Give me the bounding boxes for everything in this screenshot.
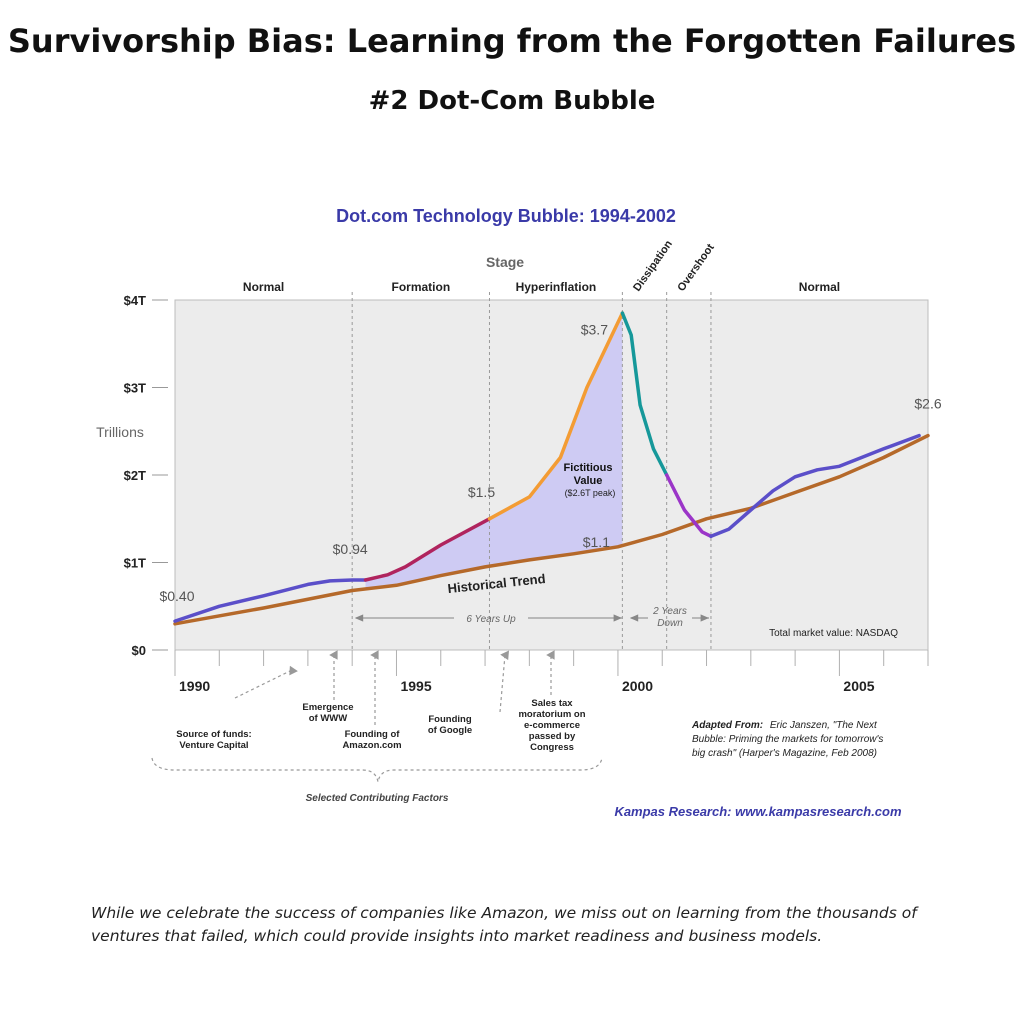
factor-label: e-commerce (524, 720, 580, 731)
y-tick-label: $0 (132, 643, 146, 658)
factor-label: of Google (428, 725, 472, 736)
stage-label: Overshoot (675, 241, 717, 293)
stage-label: Normal (243, 280, 284, 294)
source-note-line1: Eric Janszen, "The Next (770, 720, 878, 731)
x-tick-label: 2005 (843, 678, 874, 694)
factor-label: Congress (530, 742, 574, 753)
two-years-down-line1: 2 Years (652, 606, 687, 617)
selected-factors-label: Selected Contributing Factors (306, 793, 449, 804)
factor-label: Venture Capital (179, 740, 248, 751)
x-tick-label: 1990 (179, 678, 210, 694)
value-label: $1.1 (583, 534, 610, 550)
y-tick-label: $2T (124, 468, 146, 483)
factor-arrow (499, 650, 510, 713)
stage-label: Formation (391, 280, 450, 294)
chart-title: Dot.com Technology Bubble: 1994-2002 (336, 206, 676, 226)
value-label: $0.94 (333, 541, 368, 557)
two-years-down-line2: Down (657, 618, 683, 629)
nasdaq-segment-normal (709, 433, 921, 539)
nasdaq-segment-overshoot (664, 473, 713, 539)
factor-label: Amazon.com (342, 740, 401, 751)
y-tick-label: $1T (124, 556, 146, 571)
source-note: Adapted From: Eric Janszen, "The Next Bu… (691, 720, 883, 759)
value-label: $0.40 (159, 588, 194, 604)
y-tick-label: $4T (124, 293, 146, 308)
stage-label: Hyperinflation (516, 280, 597, 294)
kampas-credit-link[interactable]: Kampas Research: www.kampasresearch.com (614, 804, 902, 819)
factors-brace (151, 757, 603, 783)
factor-label: of WWW (309, 713, 348, 724)
factor-label: Sales tax (531, 698, 573, 709)
fictitious-value-area (365, 313, 623, 589)
six-years-up-marker: 6 Years Up (354, 614, 622, 625)
stage-label: Normal (799, 280, 840, 294)
fictitious-value-line1: Fictitious (564, 462, 613, 474)
stage-label: Dissipation (631, 238, 675, 294)
value-label: $1.5 (468, 484, 495, 500)
y-axis-label: Trillions (96, 424, 144, 440)
factor-label: Founding of (345, 729, 401, 740)
x-tick-label: 2000 (622, 678, 653, 694)
total-market-value-note: Total market value: NASDAQ (769, 628, 898, 639)
source-note-label: Adapted From: (691, 720, 763, 731)
stage-header: Stage (486, 254, 524, 270)
fictitious-value-line2: Value (574, 475, 603, 487)
factor-label: Source of funds: (176, 729, 251, 740)
factor-label: moratorium on (518, 709, 585, 720)
factor-arrow (234, 665, 298, 699)
two-years-down-marker: 2 Years Down (629, 606, 709, 629)
historical-trend-line (173, 433, 930, 626)
x-tick-label: 1995 (400, 678, 431, 694)
nasdaq-segment-formation (363, 517, 492, 582)
svg-text:Adapted From: Eric Jansz: Adapted From: Eric Janszen, "The Next (691, 720, 878, 731)
six-years-up-label: 6 Years Up (466, 614, 516, 625)
nasdaq-segment-dissipation (620, 311, 669, 477)
factor-label: Founding (428, 714, 471, 725)
factor-label: passed by (529, 731, 576, 742)
nasdaq-segment-hyperinflation (487, 311, 625, 521)
source-note-line3: big crash" (Harper's Magazine, Feb 2008) (692, 748, 877, 759)
fictitious-peak-label: ($2.6T peak) (565, 488, 616, 498)
page-subtitle: #2 Dot-Com Bubble (368, 86, 656, 116)
y-tick-label: $3T (124, 381, 146, 396)
source-note-line2: Bubble: Priming the markets for tomorrow… (692, 734, 883, 745)
page-title: Survivorship Bias: Learning from the For… (7, 22, 1017, 60)
value-label: $3.7 (581, 321, 608, 337)
nasdaq-segment-normal (173, 578, 368, 623)
value-label: $2.6 (914, 396, 941, 412)
caption-text: While we celebrate the success of compan… (91, 904, 917, 945)
factor-label: Emergence (302, 702, 353, 713)
